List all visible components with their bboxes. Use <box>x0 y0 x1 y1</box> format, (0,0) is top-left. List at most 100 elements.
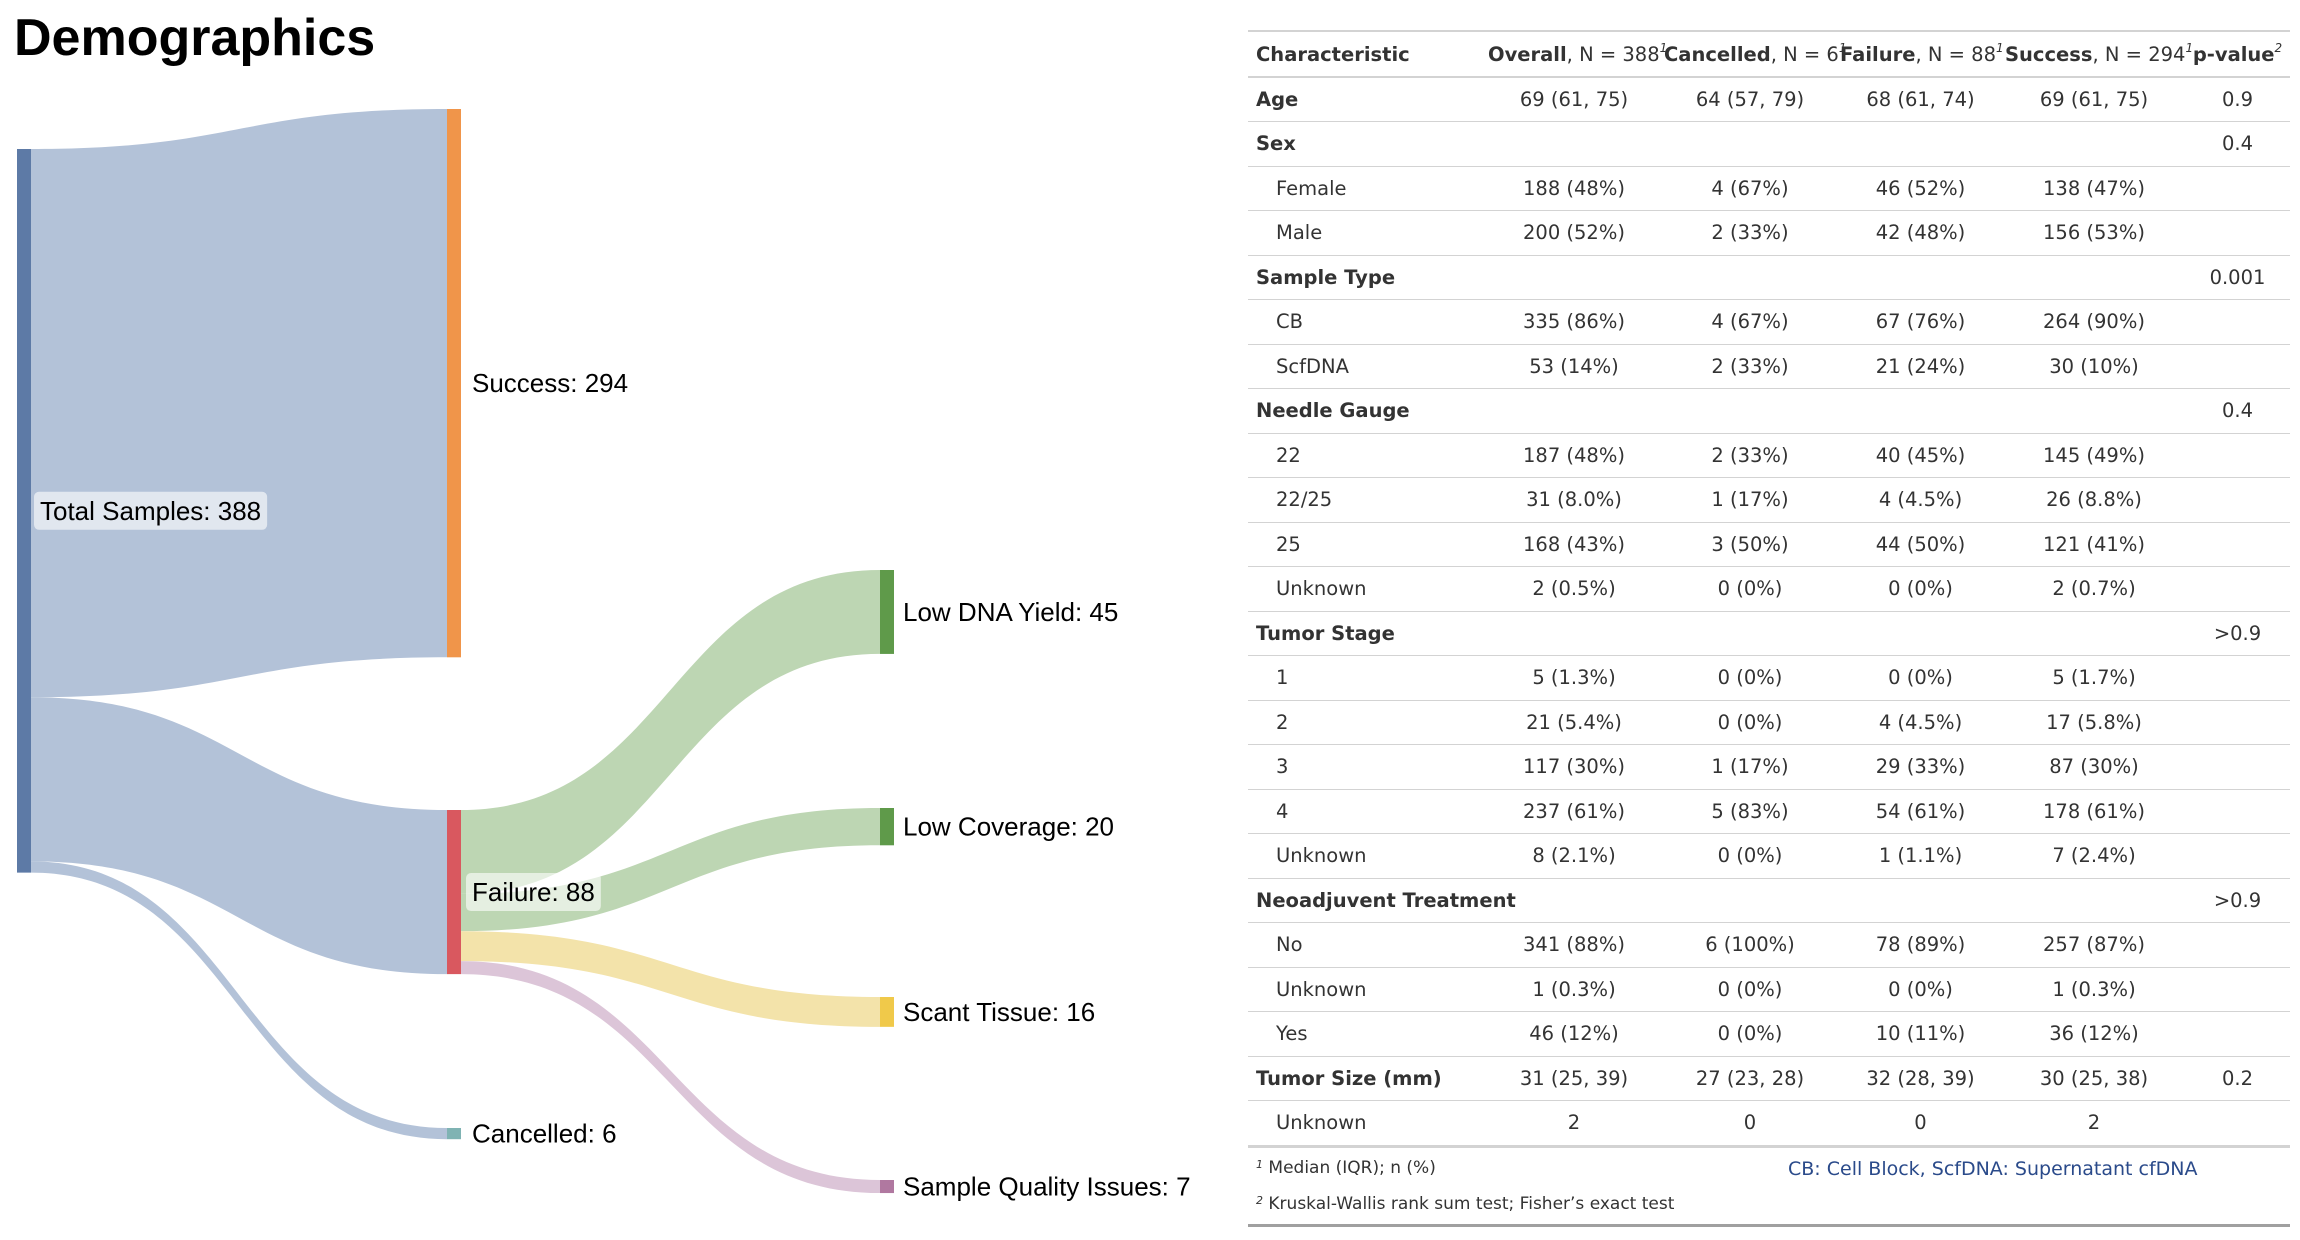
footnote-1: 1 Median (IQR); n (%) <box>1256 1158 1436 1178</box>
cell-success: 264 (90%) <box>2043 310 2145 334</box>
cell-overall: 117 (30%) <box>1523 755 1625 779</box>
row-level-label: CB <box>1276 310 1303 334</box>
cell-overall: 21 (5.4%) <box>1526 710 1622 734</box>
cell-success: 121 (41%) <box>2043 532 2145 556</box>
cell-success <box>2003 122 2185 167</box>
cell-overall: 8 (2.1%) <box>1532 844 1616 868</box>
table-row: Male 200 (52%) 2 (33%) 42 (48%) 156 (53%) <box>1248 211 2290 256</box>
cell-cancelled: 4 (67%) <box>1711 176 1789 200</box>
cell-p-value <box>2185 834 2290 879</box>
table-row: Unknown 1 (0.3%) 0 (0%) 0 (0%) 1 (0.3%) <box>1248 967 2290 1012</box>
table-row: Female 188 (48%) 4 (67%) 46 (52%) 138 (47%) <box>1248 166 2290 211</box>
header-cancelled-count: , N = 6 <box>1770 42 1839 66</box>
node-total <box>17 149 31 873</box>
row-level-label: 4 <box>1276 799 1289 823</box>
footnote-1-mark: 1 <box>1256 1157 1263 1171</box>
node-failure <box>447 810 461 975</box>
header-failure-footnote-mark: 1 <box>1995 40 2004 55</box>
header-failure-label: Failure <box>1840 42 1916 66</box>
cell-failure <box>1838 122 2003 167</box>
cell-cancelled: 0 (0%) <box>1717 710 1783 734</box>
cell-failure: 0 (0%) <box>1888 977 1953 1001</box>
abbreviations-note: CB: Cell Block, ScfDNA: Supernatant cfDN… <box>1788 1157 2198 1180</box>
cell-overall: 31 (8.0%) <box>1526 488 1622 512</box>
node-label-cancelled: Cancelled: 6 <box>472 1119 617 1149</box>
cell-p-value <box>2185 211 2290 256</box>
row-variable-label: Age <box>1256 88 1299 111</box>
cell-failure: 0 (0%) <box>1888 666 1953 690</box>
footnote-2-mark: 2 <box>1256 1193 1263 1207</box>
cell-failure: 32 (28, 39) <box>1866 1066 1975 1090</box>
cell-p-value <box>2185 923 2290 968</box>
cell-overall: 2 <box>1567 1111 1581 1135</box>
row-level-label: Unknown <box>1276 977 1367 1001</box>
cell-success: 30 (25, 38) <box>2039 1066 2149 1090</box>
cell-failure: 10 (11%) <box>1875 1022 1966 1046</box>
cell-p-value <box>2185 300 2290 345</box>
header-p-value-footnote-mark: 2 <box>2274 40 2283 55</box>
header-failure: Failure, N = 881 <box>1838 31 2004 77</box>
cell-failure: 68 (61, 74) <box>1866 88 1975 111</box>
header-cancelled-footnote-mark: 1 <box>1838 40 1847 55</box>
header-overall-footnote-mark: 1 <box>1659 40 1668 55</box>
cell-failure <box>1838 611 2003 656</box>
cell-overall: 69 (61, 75) <box>1519 88 1629 111</box>
cell-p-value <box>2185 967 2290 1012</box>
cell-overall: 341 (88%) <box>1523 933 1625 957</box>
table-row: 22 187 (48%) 2 (33%) 40 (45%) 145 (49%) <box>1248 433 2290 478</box>
cell-failure <box>1838 255 2003 300</box>
table-row: 1 5 (1.3%) 0 (0%) 0 (0%) 5 (1.7%) <box>1248 656 2290 700</box>
table-row: CB 335 (86%) 4 (67%) 67 (76%) 264 (90%) <box>1248 300 2290 345</box>
link-total-to-cancelled <box>31 861 447 1140</box>
page-title: Demographics <box>14 9 376 67</box>
cell-success: 87 (30%) <box>2049 755 2139 779</box>
cell-cancelled: 4 (67%) <box>1711 310 1789 334</box>
cell-success <box>2003 255 2185 300</box>
cell-cancelled: 2 (33%) <box>1711 221 1789 245</box>
cell-p-value: >0.9 <box>2213 888 2262 912</box>
cell-success: 138 (47%) <box>2043 176 2145 200</box>
cell-cancelled: 0 (0%) <box>1717 666 1783 690</box>
cell-failure: 0 <box>1914 1111 1927 1135</box>
cell-p-value <box>2185 433 2290 478</box>
cell-p-value <box>2185 522 2290 567</box>
cell-cancelled: 64 (57, 79) <box>1695 88 1805 111</box>
cell-failure: 29 (33%) <box>1875 755 1966 779</box>
row-level-label: Male <box>1276 221 1323 245</box>
cell-overall <box>1486 389 1662 434</box>
cell-cancelled: 0 (0%) <box>1717 1022 1783 1046</box>
cell-success <box>2003 389 2185 434</box>
cell-cancelled <box>1662 611 1838 656</box>
table-row: 25 168 (43%) 3 (50%) 44 (50%) 121 (41%) <box>1248 522 2290 567</box>
header-row: Characteristic Overall, N = 3881 Cancelled… <box>1248 31 2290 77</box>
link-total-to-failure <box>31 697 447 975</box>
cell-success: 2 (0.7%) <box>2052 577 2136 601</box>
cell-success: 17 (5.8%) <box>2046 710 2142 734</box>
row-level-label: 22 <box>1276 443 1301 467</box>
cell-success <box>2003 611 2185 656</box>
header-cancelled-label: Cancelled <box>1664 42 1771 66</box>
row-level-label: Female <box>1276 176 1347 200</box>
cell-failure: 21 (24%) <box>1875 354 1966 378</box>
table-row: Unknown 8 (2.1%) 0 (0%) 1 (1.1%) 7 (2.4%) <box>1248 834 2290 879</box>
cell-failure: 4 (4.5%) <box>1878 488 1963 512</box>
table-row: ScfDNA 53 (14%) 2 (33%) 21 (24%) 30 (10%) <box>1248 344 2290 389</box>
sankey-nodes <box>17 109 894 1194</box>
cell-overall: 200 (52%) <box>1523 221 1625 245</box>
cell-p-value: 0.9 <box>2221 88 2253 111</box>
sankey-links <box>31 109 880 1194</box>
row-level-label: Unknown <box>1276 577 1367 601</box>
cell-p-value <box>2185 478 2290 523</box>
cell-failure: 46 (52%) <box>1875 176 1966 200</box>
link-failure-to-lowdna <box>461 570 880 894</box>
cell-failure: 78 (89%) <box>1875 933 1966 957</box>
row-level-label: Unknown <box>1276 844 1367 868</box>
node-label-lowdna: Low DNA Yield: 45 <box>903 597 1118 627</box>
table-row: Tumor Stage >0.9 <box>1248 611 2290 656</box>
table-row: Unknown 2 0 0 2 <box>1248 1101 2290 1145</box>
header-characteristic-label: Characteristic <box>1256 42 1410 66</box>
table-row: Needle Gauge 0.4 <box>1248 389 2290 434</box>
cell-success: 1 (0.3%) <box>2052 977 2136 1001</box>
header-overall-label: Overall <box>1488 42 1567 66</box>
node-label-bg-total <box>34 491 268 530</box>
